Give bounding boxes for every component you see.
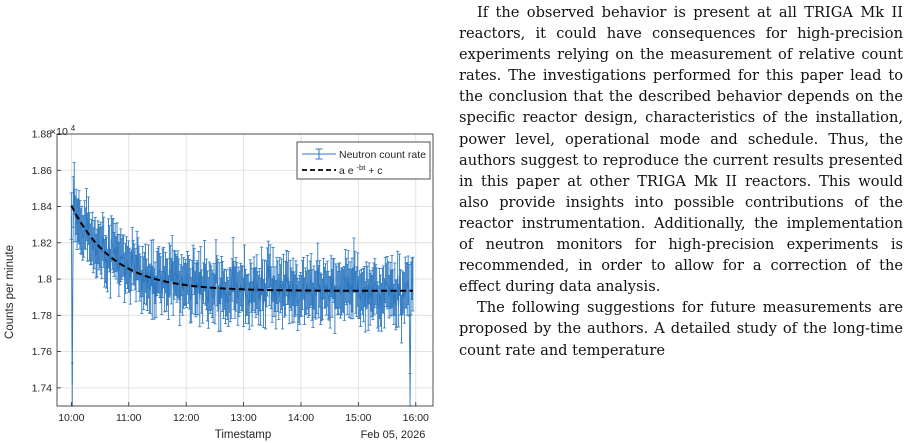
y-tick-label: 1.76 [32, 346, 53, 358]
y-tick-label: 1.86 [32, 165, 53, 177]
plot-frame [56, 133, 434, 407]
legend-neutron-count-rate: Neutron count rate [339, 149, 426, 161]
legend-errorbar-symbol [302, 148, 336, 160]
y-tick-label: 1.8 [37, 274, 52, 286]
date-label: Feb 05, 2026 [361, 429, 426, 441]
count-rate-figure: 1.74 1.76 1.78 1.8 1.82 1.84 1.86 1.88 10:00 11:0… [0, 0, 445, 443]
x-tick-label: 13:00 [230, 412, 256, 424]
chart-legend: Neutron count rate a e -bt + c [296, 141, 431, 180]
legend-fit-name: a e [339, 165, 354, 177]
y-tick-label: 1.82 [32, 237, 53, 249]
y-exponent-power: 4 [71, 124, 76, 133]
legend-fit-label: a e -bt + c [339, 161, 383, 177]
legend-box [296, 141, 431, 180]
x-tick-label: 10:00 [58, 412, 84, 424]
y-tick-label: 1.84 [32, 201, 53, 213]
x-axis-label: Timestamp [215, 429, 271, 441]
x-tick-label: 12:00 [173, 412, 199, 424]
y-tick-label: 1.88 [32, 129, 53, 141]
y-axis-label: Counts per minute [4, 245, 16, 339]
x-tick-label: 11:00 [116, 412, 142, 424]
paragraph-2: The following suggestions for future mea… [459, 299, 903, 359]
legend-fit-suffix: + c [368, 165, 382, 177]
legend-fit-exponent: -bt [357, 163, 367, 172]
y-tick-label: 1.74 [32, 382, 53, 394]
count-rate-chart: 1.74 1.76 1.78 1.8 1.82 1.84 1.86 1.88 10:00 11:0… [0, 0, 445, 443]
y-tick-label: 1.78 [32, 310, 53, 322]
neutron-count-rate-line [70, 188, 414, 399]
x-tick-label: 14:00 [288, 412, 314, 424]
y-axis-exponent: ×10 4 [50, 124, 76, 138]
x-tick-label: 16:00 [403, 412, 429, 424]
body-text: If the observed behavior is present at a… [459, 0, 903, 361]
y-exponent-base: ×10 [50, 126, 68, 138]
x-tick-label: 15:00 [345, 412, 371, 424]
exponential-fit-curve [70, 205, 413, 292]
paragraph-1: If the observed behavior is present at a… [459, 4, 903, 296]
